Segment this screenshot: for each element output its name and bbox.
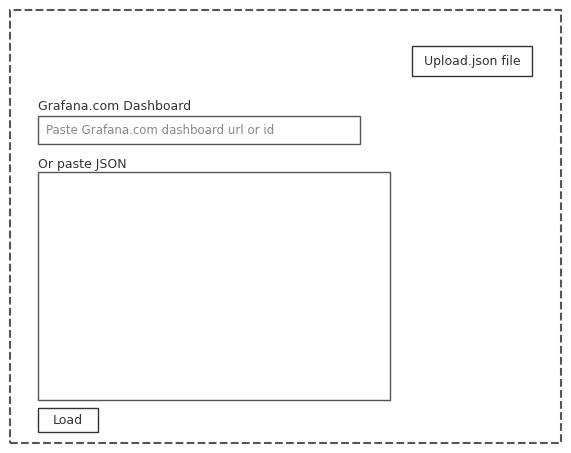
Text: Paste Grafana.com dashboard url or id: Paste Grafana.com dashboard url or id: [46, 124, 274, 136]
Text: Grafana.com Dashboard: Grafana.com Dashboard: [38, 100, 191, 113]
Bar: [38, 408, 98, 432]
Bar: [38, 172, 390, 400]
Text: Upload.json file: Upload.json file: [424, 54, 520, 67]
Bar: [412, 46, 532, 76]
Bar: [38, 116, 360, 144]
Text: Or paste JSON: Or paste JSON: [38, 158, 127, 171]
Text: Load: Load: [53, 414, 83, 427]
